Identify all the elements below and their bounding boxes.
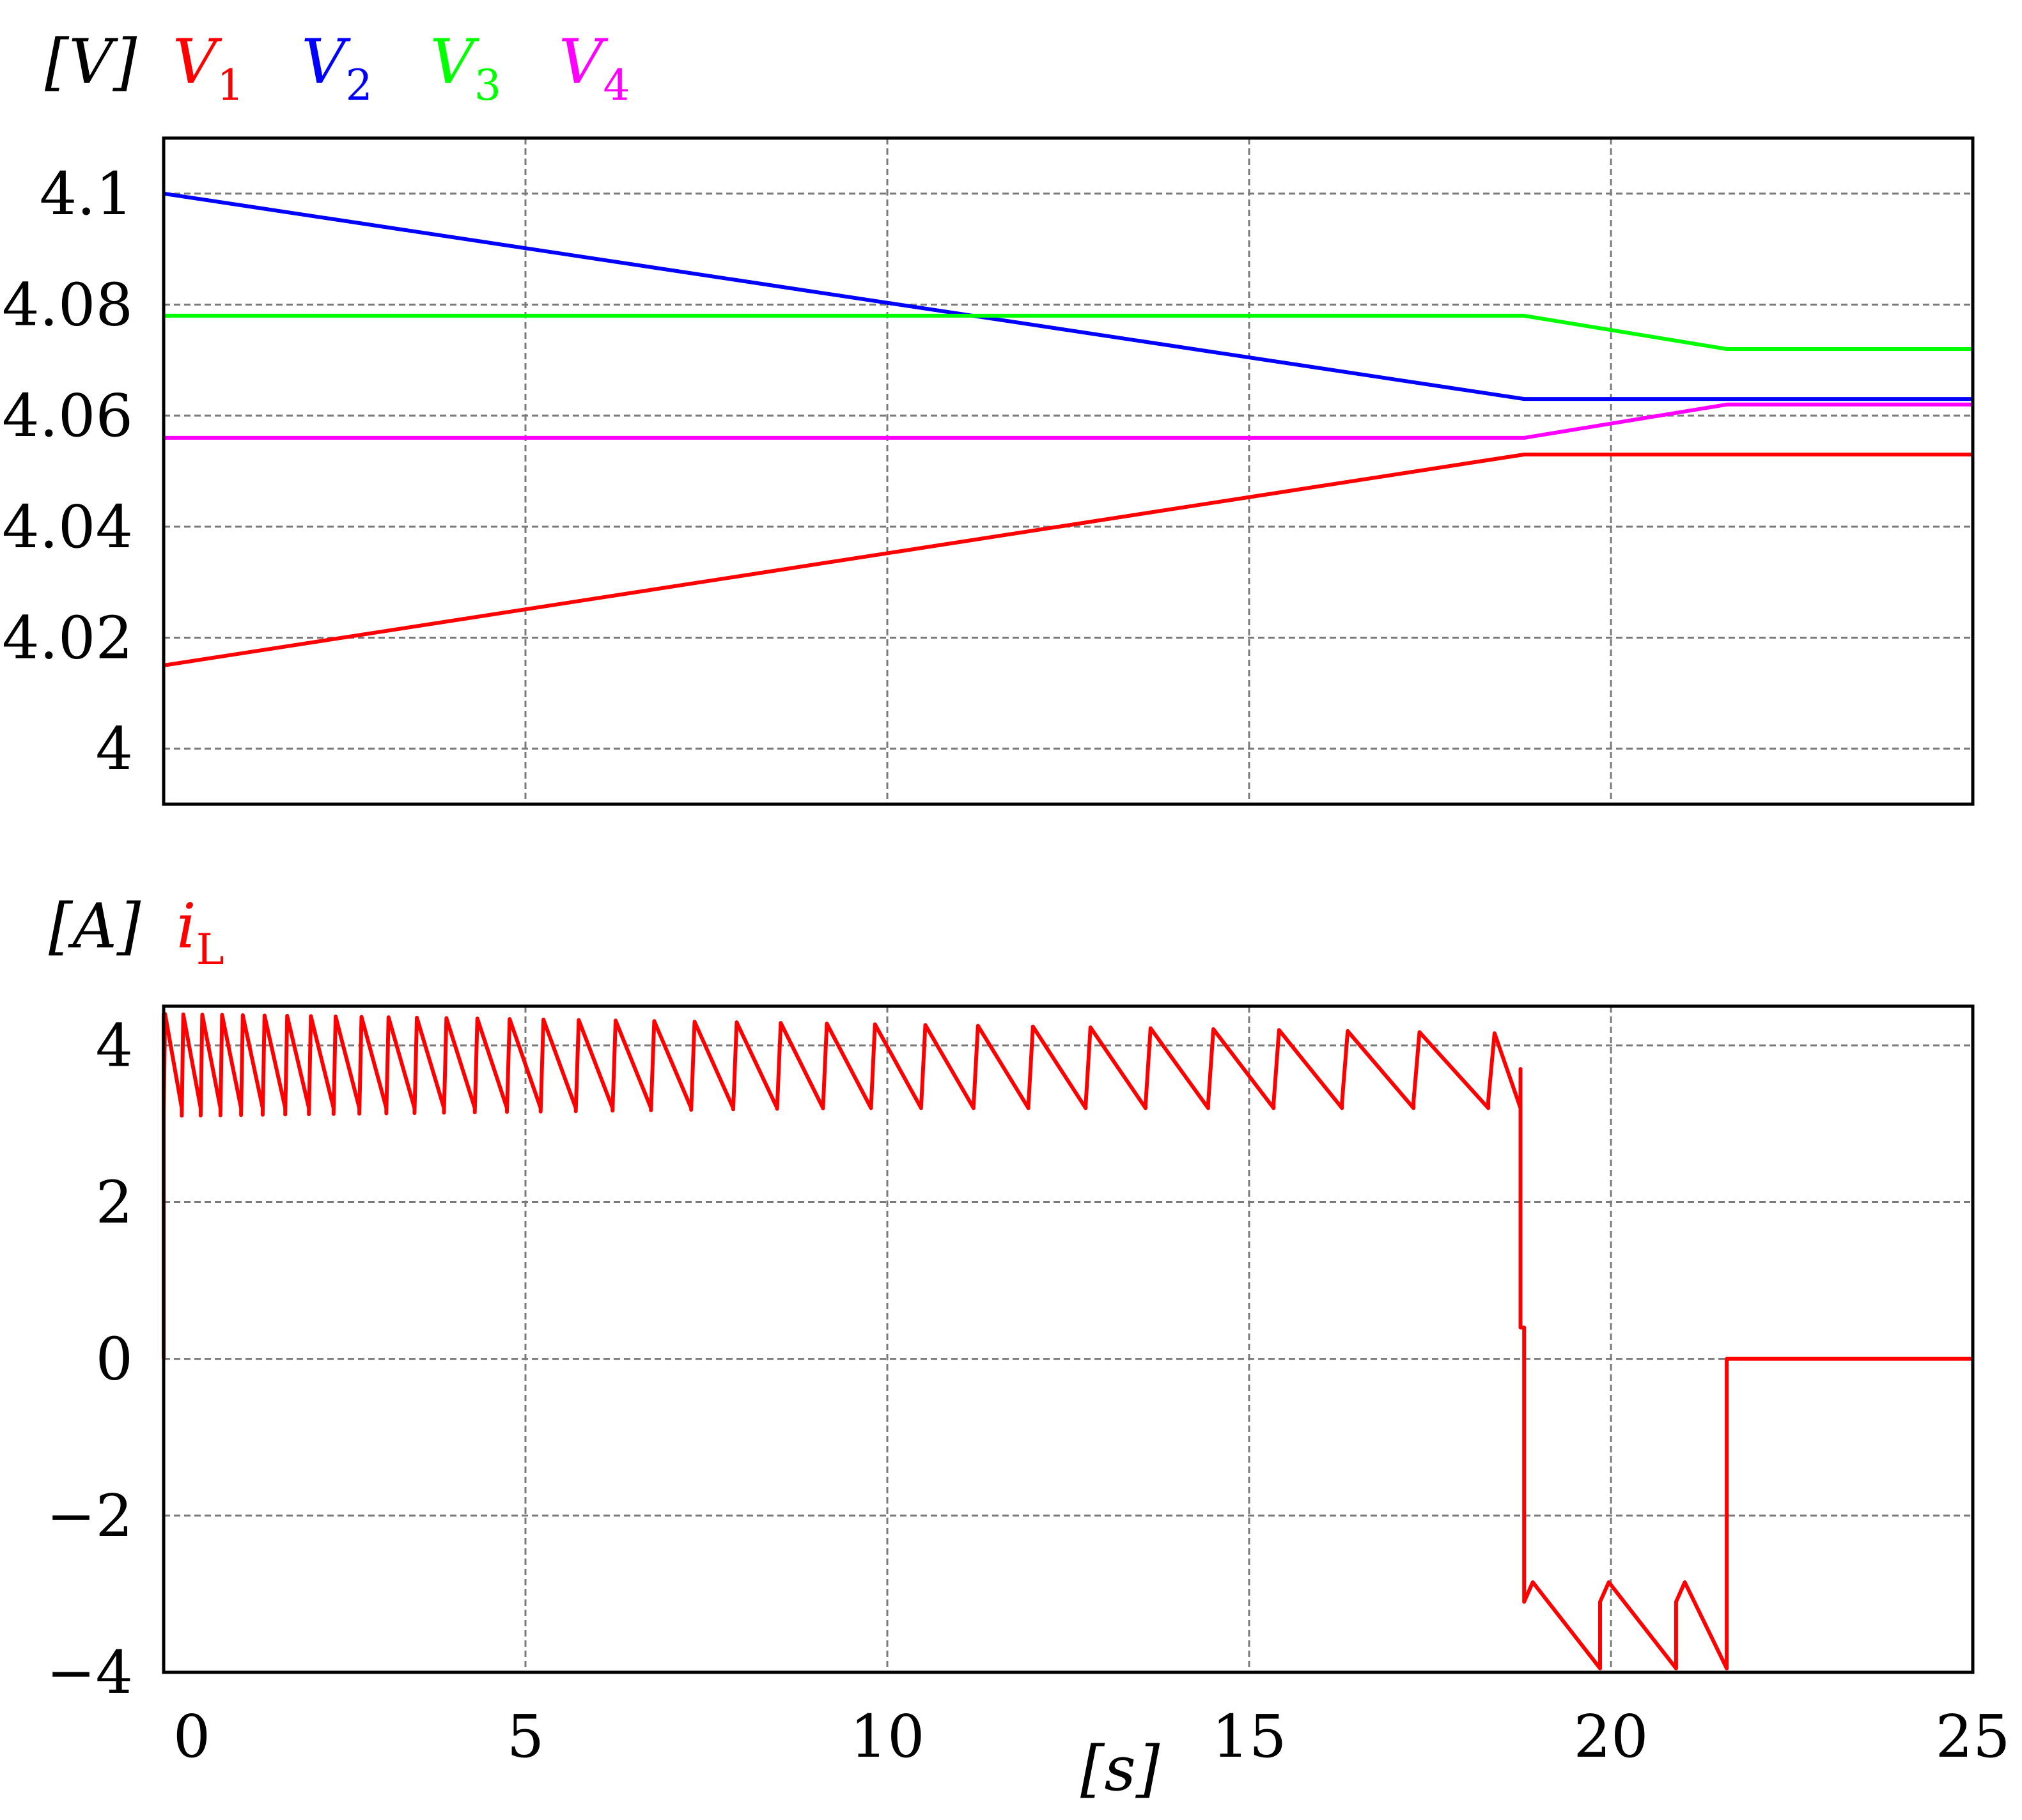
- current-x-ticks: 0 5 10 15 20 25: [173, 1702, 2010, 1771]
- voltage-series: [163, 191, 1973, 667]
- voltage-legend: V1​V2​V3​V4​: [173, 26, 630, 110]
- series-iL-line: [162, 1012, 1973, 1670]
- voltage-plot-frame: [162, 136, 1975, 806]
- current-y-tick-label: 2: [95, 1168, 133, 1236]
- current-y-ticks: −4 −2 0 2 4: [46, 1011, 133, 1707]
- voltage-panel: [V] V1​V2​V3​V4​ 4 4.02 4.04 4.06 4.08 4.1: [2, 26, 1975, 806]
- voltage-unit-label: [V]: [45, 26, 137, 98]
- current-x-tick-label: 15: [1211, 1702, 1286, 1771]
- current-x-tick-label: 5: [507, 1702, 545, 1771]
- current-y-tick-label: 4: [95, 1011, 133, 1080]
- legend-subscript-V1: 1: [217, 61, 244, 110]
- current-plot-frame: [162, 1004, 1975, 1674]
- legend-entry-V2: V: [301, 26, 351, 98]
- legend-entry-V1: V: [173, 26, 222, 98]
- current-legend-text: iL​: [176, 891, 224, 974]
- voltage-y-tick-label: 4.1: [40, 160, 133, 228]
- legend-subscript-V3: 3: [474, 61, 501, 110]
- current-x-tick-label: 10: [850, 1702, 924, 1771]
- voltage-y-tick-label: 4: [95, 715, 133, 783]
- voltage-y-tick-label: 4.08: [2, 271, 133, 339]
- voltage-legend-text: V1​V2​V3​V4​: [173, 26, 630, 110]
- current-y-tick-label: 0: [95, 1325, 133, 1394]
- voltage-y-tick-label: 4.04: [2, 493, 133, 561]
- x-axis-label: [s]: [1080, 1733, 1160, 1805]
- voltage-grid: [164, 138, 1973, 804]
- voltage-y-tick-label: 4.02: [2, 604, 133, 673]
- series-V3-line: [164, 313, 1973, 351]
- current-legend: iL​: [176, 891, 224, 974]
- current-series: [162, 1012, 1973, 1670]
- current-x-tick-label: 20: [1573, 1702, 1648, 1771]
- series-V1-line: [163, 453, 1973, 667]
- series-V4-line: [164, 402, 1973, 440]
- legend-subscript-iL: L: [196, 925, 224, 974]
- current-y-tick-label: −4: [46, 1638, 133, 1707]
- legend-subscript-V4: 4: [603, 61, 630, 110]
- current-y-tick-label: −2: [46, 1482, 133, 1550]
- legend-entry-V3: V: [430, 26, 480, 98]
- voltage-y-ticks: 4 4.02 4.04 4.06 4.08 4.1: [2, 160, 133, 783]
- series-V2-line: [163, 191, 1973, 401]
- current-grid: [164, 1006, 1973, 1672]
- current-x-tick-label: 25: [1935, 1702, 2010, 1771]
- current-x-tick-label: 0: [173, 1702, 211, 1771]
- current-panel: [A] iL​ −4 −2 0 2 4 0 5 10 15 20 25 [s]: [46, 891, 2010, 1805]
- current-unit-label: [A]: [49, 891, 141, 962]
- legend-entry-iL: i: [176, 891, 196, 962]
- legend-entry-V4: V: [559, 26, 609, 98]
- legend-subscript-V2: 2: [346, 61, 373, 110]
- voltage-y-tick-label: 4.06: [2, 382, 133, 450]
